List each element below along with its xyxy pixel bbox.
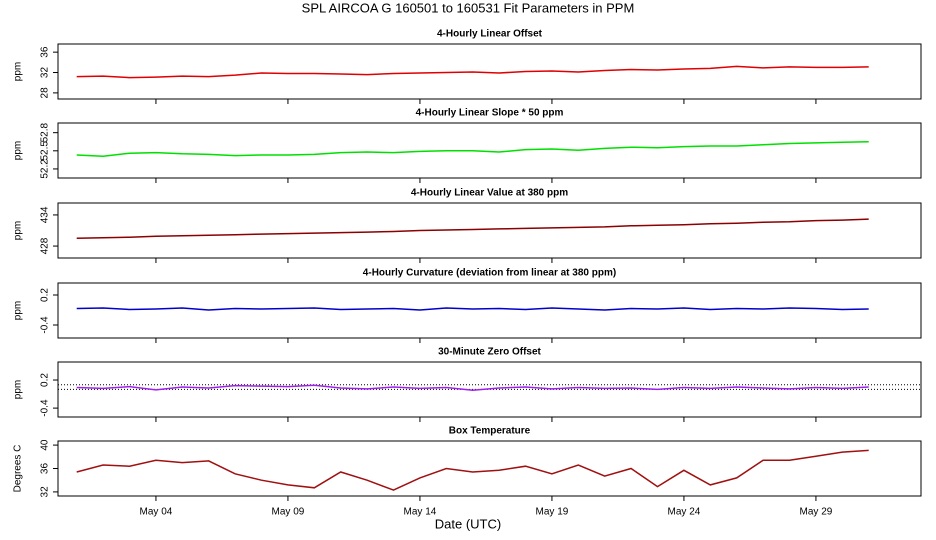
panel-title: 4-Hourly Linear Offset	[437, 29, 543, 40]
data-line	[76, 449, 869, 491]
y-tick-label: 36	[40, 46, 51, 58]
y-tick-label: -0.4	[40, 399, 51, 417]
panel-title: Box Temperature	[449, 426, 531, 437]
y-tick-label: 40	[40, 439, 51, 451]
y-axis-label: ppm	[13, 301, 24, 320]
data-line	[76, 140, 869, 157]
panel-title: 30-Minute Zero Offset	[438, 347, 541, 358]
plot-frame	[57, 440, 922, 497]
y-tick-label: 52.5	[40, 141, 51, 161]
plot-frame	[57, 43, 922, 100]
y-axis-label: ppm	[13, 380, 24, 399]
x-axis-label: Date (UTC)	[435, 516, 501, 531]
y-tick-label: 52.2	[40, 159, 51, 179]
y-axis-label: ppm	[13, 141, 24, 160]
x-tick-label: May 09	[272, 507, 305, 518]
y-tick-label: 32	[40, 67, 51, 79]
x-tick-label: May 29	[800, 507, 833, 518]
panel-title: 4-Hourly Linear Value at 380 ppm	[411, 188, 568, 199]
x-tick-label: May 14	[404, 507, 437, 518]
page-title: SPL AIRCOA G 160501 to 160531 Fit Parame…	[302, 0, 635, 15]
panel-title: 4-Hourly Curvature (deviation from linea…	[363, 268, 616, 279]
y-tick-label: 428	[40, 237, 51, 254]
x-tick-label: May 19	[536, 507, 569, 518]
x-tick-label: May 24	[668, 507, 701, 518]
y-tick-label: 0.2	[40, 288, 51, 302]
data-line	[76, 218, 869, 240]
y-tick-label: -0.4	[40, 316, 51, 334]
data-line	[76, 384, 869, 392]
y-tick-label: 28	[40, 87, 51, 99]
x-tick-label: May 04	[140, 507, 173, 518]
data-line	[76, 65, 869, 79]
y-tick-label: 32	[40, 486, 51, 498]
plot-frame	[57, 282, 922, 339]
y-axis-label: Degrees C	[13, 445, 24, 493]
plot-frame	[57, 202, 922, 259]
y-tick-label: 52.8	[40, 123, 51, 143]
plot-frame	[57, 122, 922, 179]
panel-title: 4-Hourly Linear Slope * 50 ppm	[416, 108, 564, 119]
y-axis-label: ppm	[13, 221, 24, 240]
y-tick-label: 0.2	[40, 373, 51, 387]
y-axis-label: ppm	[13, 62, 24, 81]
data-line	[76, 307, 869, 311]
y-tick-label: 434	[40, 206, 51, 223]
y-tick-label: 36	[40, 463, 51, 475]
